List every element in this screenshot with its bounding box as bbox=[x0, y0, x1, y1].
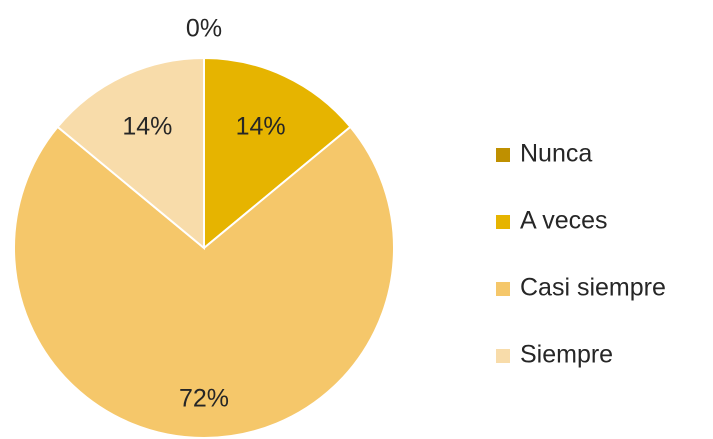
pie-slice bbox=[203, 56, 352, 251]
legend-swatch bbox=[496, 349, 510, 363]
data-label: 14% bbox=[122, 112, 172, 140]
legend-swatch bbox=[496, 215, 510, 229]
legend-swatch bbox=[496, 282, 510, 296]
data-label: 0% bbox=[186, 15, 222, 43]
legend-label: Nunca bbox=[520, 140, 592, 168]
legend-label: A veces bbox=[520, 207, 608, 235]
data-label: 14% bbox=[236, 112, 286, 140]
legend-label: Casi siempre bbox=[520, 274, 666, 302]
legend-label: Siempre bbox=[520, 341, 613, 369]
data-label: 72% bbox=[179, 385, 229, 413]
pie-slice bbox=[13, 125, 395, 439]
legend-swatch bbox=[496, 148, 510, 162]
pie-slice bbox=[56, 56, 205, 251]
